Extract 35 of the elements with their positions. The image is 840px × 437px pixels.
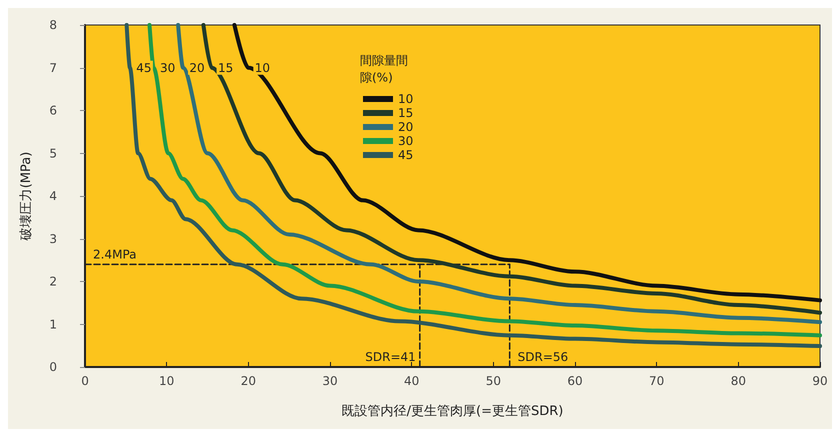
x-tick-label: 30: [322, 374, 338, 388]
x-tick-label: 80: [730, 374, 746, 388]
y-tick-label: 8: [49, 18, 57, 32]
y-tick-label: 5: [49, 146, 57, 160]
x-tick-label: 50: [486, 374, 501, 388]
text: 15: [218, 60, 234, 75]
legend-label: 15: [398, 106, 414, 120]
annotation: 2.4MPa: [93, 247, 136, 262]
y-tick-label: 0: [49, 360, 57, 374]
text: 20: [189, 60, 205, 75]
annotation: SDR=41: [365, 350, 416, 364]
text: 30: [160, 60, 176, 75]
x-tick-label: 40: [404, 374, 420, 388]
annotation: SDR=56: [518, 350, 568, 364]
x-tick-label: 10: [159, 374, 174, 388]
y-tick-label: 2: [49, 274, 57, 288]
legend-label: 45: [398, 148, 414, 162]
y-tick-label: 7: [49, 60, 57, 75]
x-tick-label: 70: [649, 374, 664, 388]
y-tick-label: 6: [49, 104, 57, 118]
y-axis-title: 破壊圧力(MPa): [19, 152, 34, 242]
legend-title: 間隙量間隙(%): [360, 54, 408, 84]
text: 10: [254, 60, 270, 75]
legend-label: 10: [398, 92, 414, 106]
x-tick-label: 0: [81, 374, 89, 388]
text: 45: [136, 60, 152, 75]
x-tick-label: 60: [567, 374, 583, 388]
legend-label: 30: [398, 134, 414, 148]
x-tick-label: 20: [240, 374, 256, 388]
x-tick-label: 90: [812, 374, 828, 388]
x-axis-title: 既設管内径/更生管肉厚(=更生管SDR): [342, 404, 564, 419]
y-tick-label: 3: [49, 232, 57, 246]
y-tick-label: 4: [49, 189, 57, 203]
legend-label: 20: [398, 120, 414, 134]
y-tick-label: 1: [49, 317, 57, 332]
